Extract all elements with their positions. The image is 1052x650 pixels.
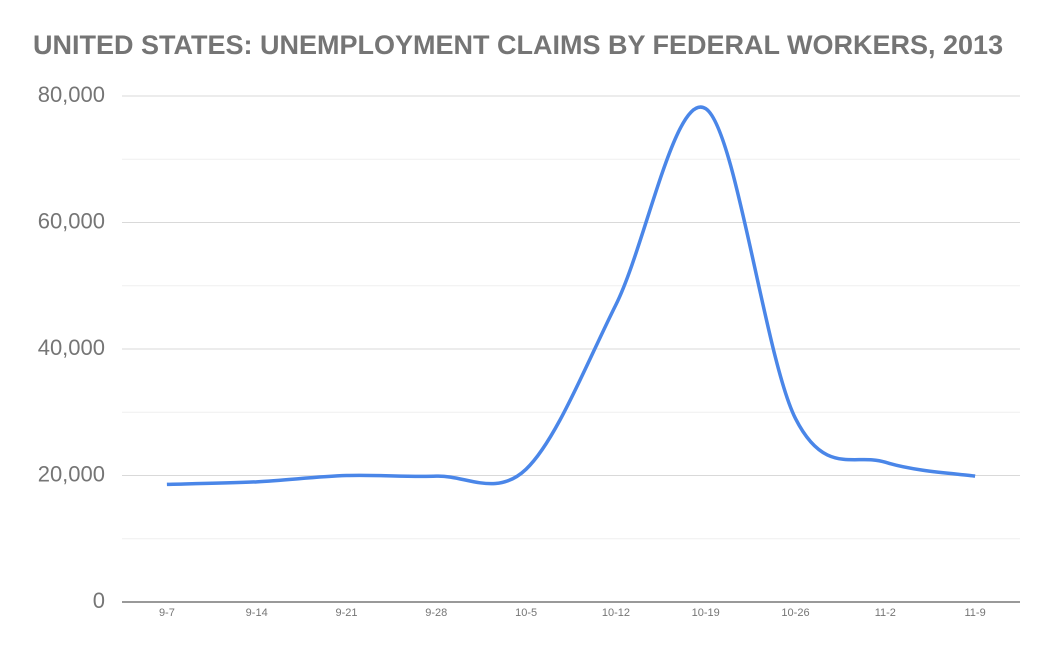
x-tick-label: 9-28 (425, 607, 447, 619)
y-tick-label: 40,000 (38, 335, 105, 360)
x-tick-label: 9-7 (159, 607, 175, 619)
y-tick-label: 60,000 (38, 208, 105, 233)
x-tick-label: 10-26 (781, 607, 809, 619)
x-tick-label: 11-9 (964, 607, 985, 619)
x-tick-label: 10-5 (515, 607, 537, 619)
chart-title: UNITED STATES: UNEMPLOYMENT CLAIMS BY FE… (33, 30, 1003, 60)
x-tick-label: 11-2 (875, 607, 896, 619)
x-tick-label: 9-21 (335, 607, 357, 619)
x-tick-label: 9-14 (246, 607, 268, 619)
y-tick-label: 80,000 (38, 82, 105, 107)
y-tick-label: 20,000 (38, 461, 105, 486)
line-series (166, 105, 976, 487)
y-tick-label: 0 (93, 588, 105, 613)
x-tick-label: 10-12 (602, 607, 630, 619)
x-tick-label: 10-19 (692, 607, 720, 619)
